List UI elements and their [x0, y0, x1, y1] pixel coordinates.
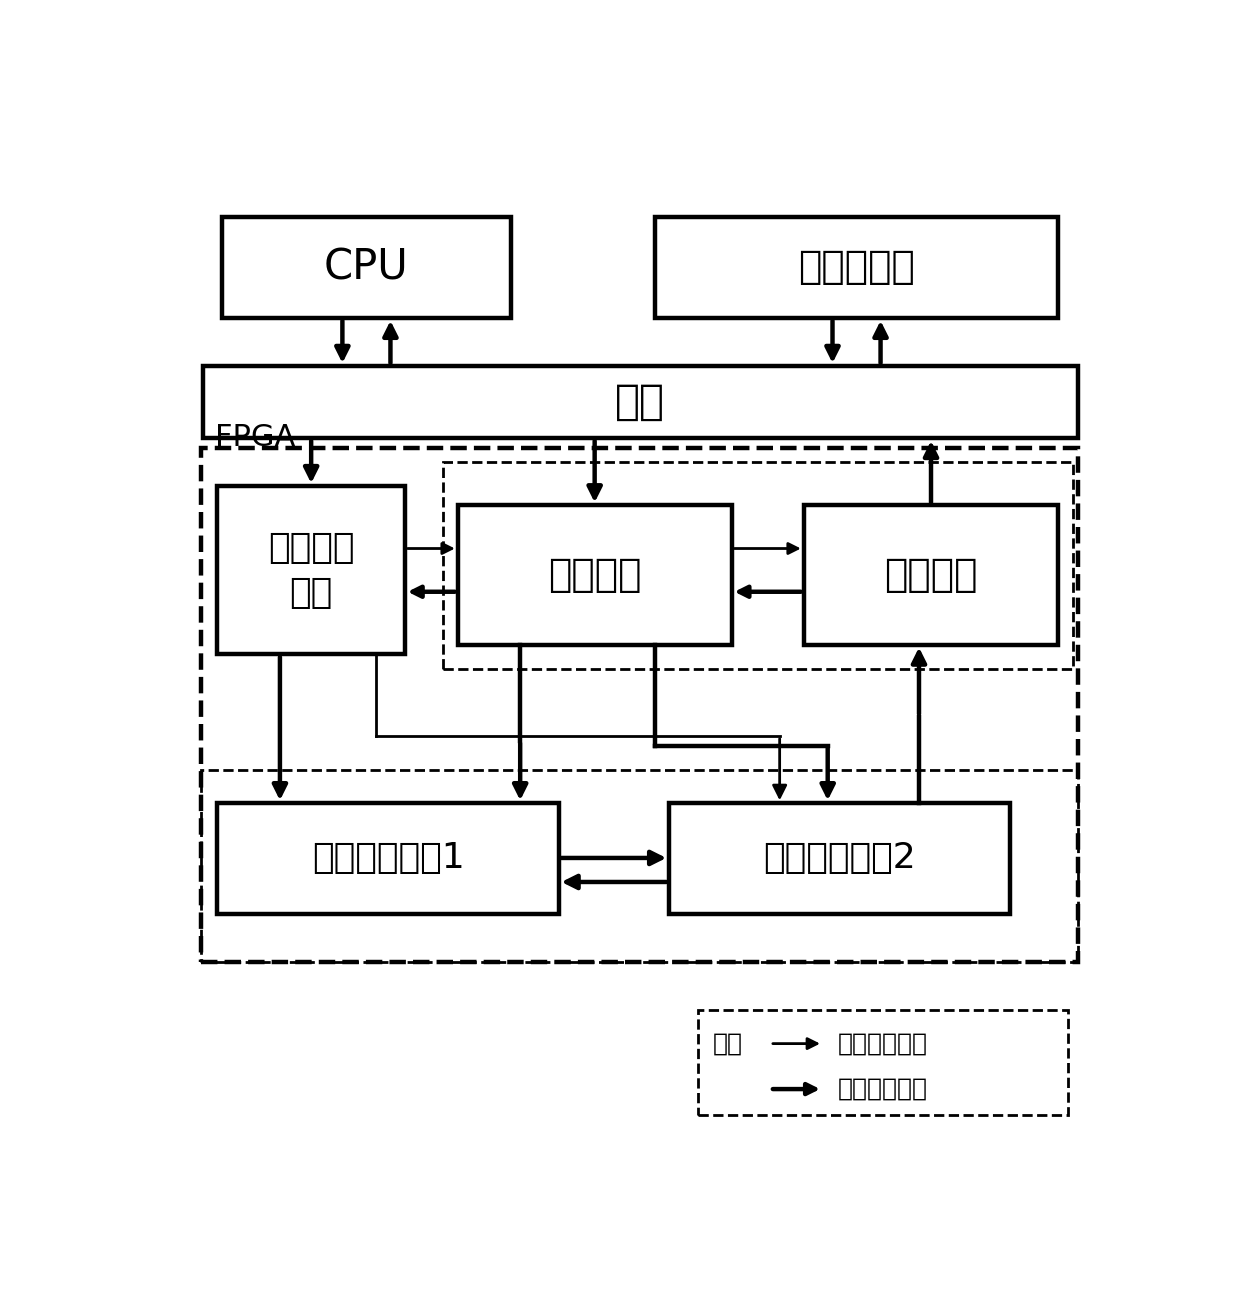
- Text: 卷积计算单元2: 卷积计算单元2: [764, 842, 916, 876]
- FancyBboxPatch shape: [655, 217, 1058, 318]
- Text: 输出缓存: 输出缓存: [884, 556, 978, 594]
- Text: 表示数据信号: 表示数据信号: [837, 1077, 928, 1101]
- Text: 表示控制信号: 表示控制信号: [837, 1032, 928, 1056]
- FancyBboxPatch shape: [217, 485, 404, 654]
- Text: 卷积计算单元1: 卷积计算单元1: [311, 842, 465, 876]
- Text: 注：: 注：: [712, 1032, 743, 1056]
- Text: 外部存储器: 外部存储器: [799, 248, 915, 286]
- FancyBboxPatch shape: [203, 365, 1078, 438]
- Text: CPU: CPU: [324, 247, 409, 288]
- FancyBboxPatch shape: [458, 505, 732, 645]
- FancyBboxPatch shape: [217, 803, 558, 913]
- FancyBboxPatch shape: [804, 505, 1059, 645]
- FancyBboxPatch shape: [222, 217, 511, 318]
- FancyBboxPatch shape: [670, 803, 1011, 913]
- Text: 输入缓存: 输入缓存: [548, 556, 641, 594]
- Text: 调度控制
单元: 调度控制 单元: [268, 531, 355, 609]
- Text: 总线: 总线: [615, 381, 666, 423]
- Text: FPGA: FPGA: [215, 423, 295, 453]
